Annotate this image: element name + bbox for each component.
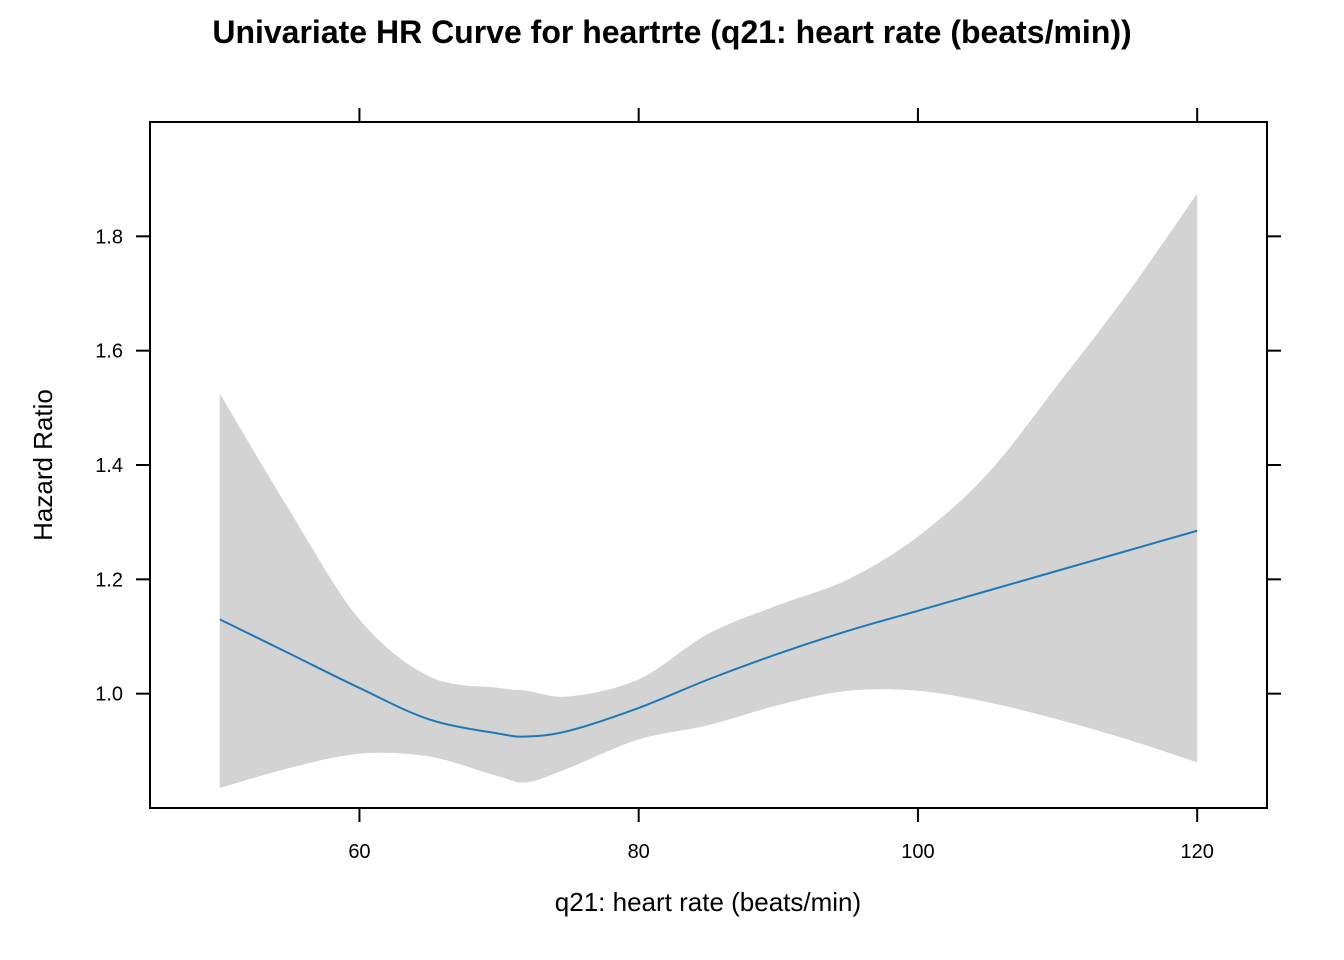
x-tick-label: 100: [901, 841, 934, 863]
y-tick-label: 1.8: [95, 226, 123, 248]
y-tick-label: 1.4: [95, 455, 123, 477]
y-tick-label: 1.2: [95, 569, 123, 591]
y-tick-label: 1.0: [95, 684, 123, 706]
hazard-ratio-line: [219, 529, 1198, 738]
x-tick-label: 120: [1181, 841, 1214, 863]
x-tick-label: 60: [348, 841, 370, 863]
y-axis: 1.0 1.2 1.4 1.6 1.8: [95, 226, 1281, 706]
x-axis-label: q21: heart rate (beats/min): [555, 887, 861, 917]
y-tick-label: 1.6: [95, 341, 123, 363]
x-axis: 60 80 100 120: [348, 108, 1214, 863]
x-tick-label: 80: [628, 841, 650, 863]
confidence-band-layer: [219, 193, 1198, 788]
confidence-band: [219, 193, 1198, 788]
hr-line-layer: [219, 529, 1198, 738]
chart-title: Univariate HR Curve for heartrte (q21: h…: [212, 14, 1131, 50]
y-axis-label: Hazard Ratio: [28, 389, 58, 541]
